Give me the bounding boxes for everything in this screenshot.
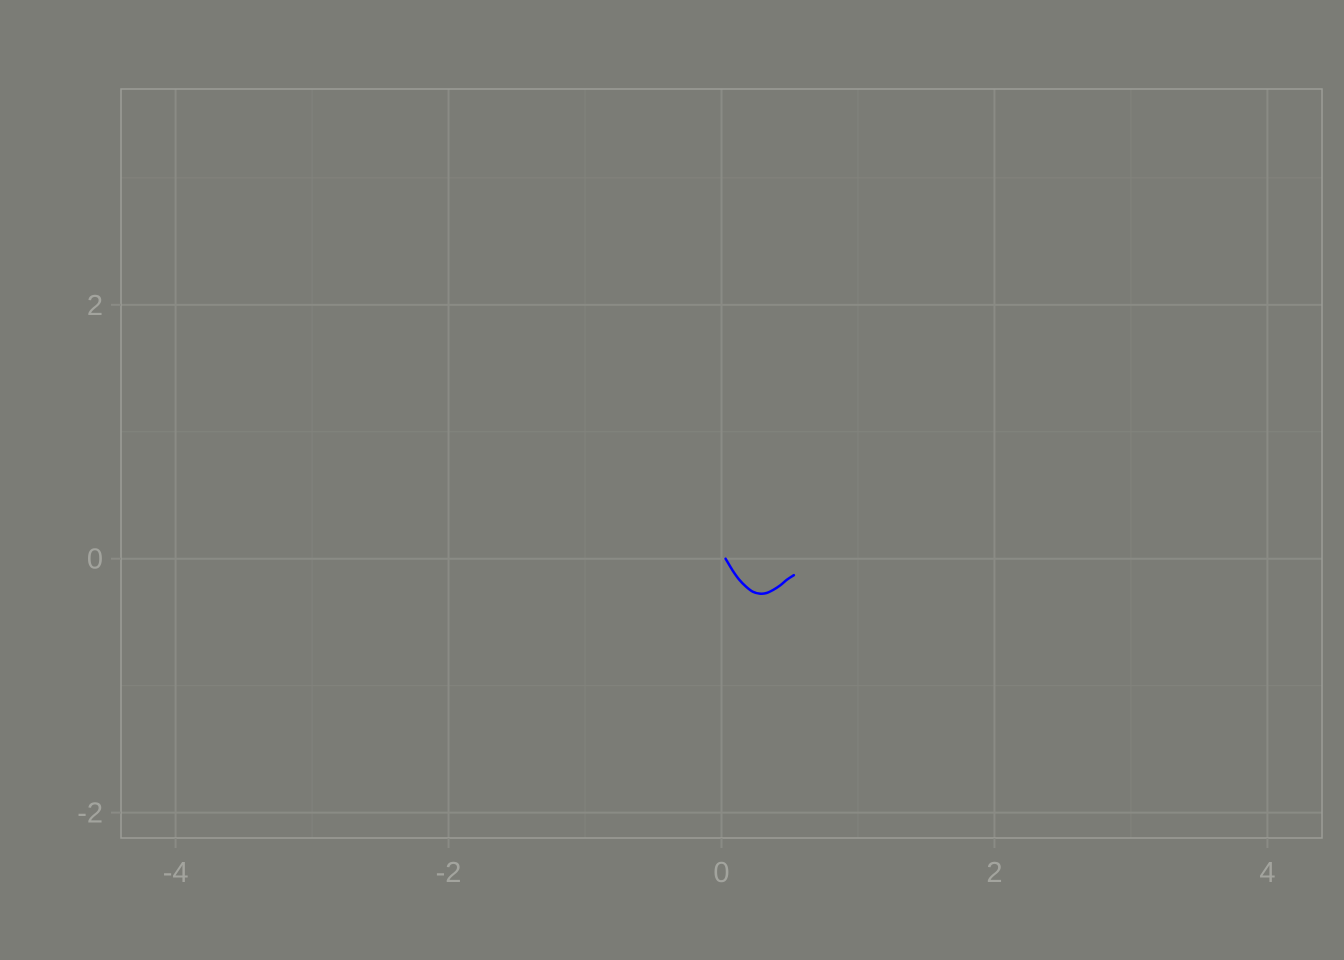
y-axis: -2 0 2 (77, 290, 121, 830)
series-line-0 (724, 557, 796, 595)
x-axis: -4 -2 0 2 4 (163, 838, 1275, 889)
x-tick-label-3: 2 (986, 857, 1002, 889)
series-layer (724, 557, 796, 595)
x-tick-label-2: 0 (713, 857, 729, 889)
x-tick-label-4: 4 (1259, 857, 1275, 889)
grid-major (121, 89, 1322, 838)
y-tick-label-1: 0 (87, 544, 103, 576)
y-tick-label-0: -2 (77, 798, 103, 830)
x-tick-label-0: -4 (163, 857, 189, 889)
y-tick-label-2: 2 (87, 290, 103, 322)
x-tick-label-1: -2 (436, 857, 462, 889)
